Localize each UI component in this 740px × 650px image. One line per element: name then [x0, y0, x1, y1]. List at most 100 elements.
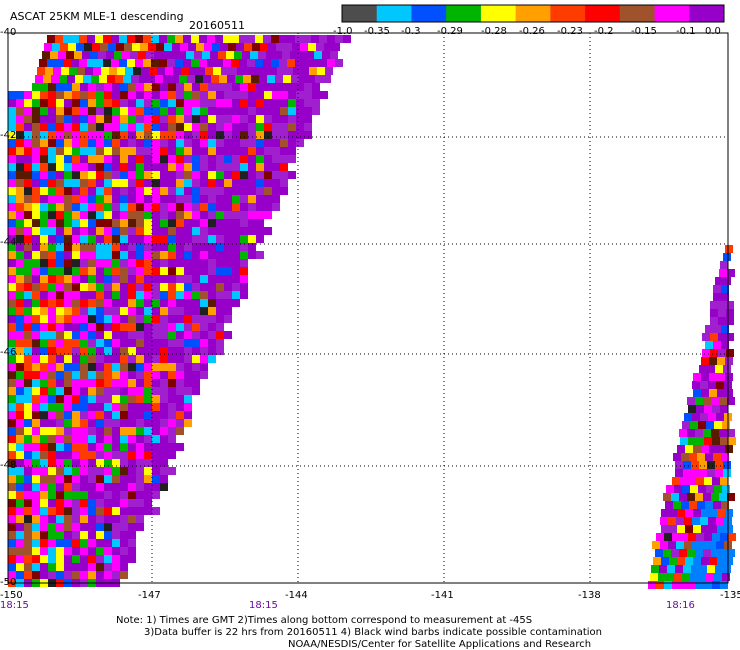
swath-cell: [684, 413, 692, 421]
swath-cell: [64, 171, 72, 179]
swath-cell: [184, 379, 192, 387]
swath-cell: [112, 547, 120, 555]
swath-cell: [104, 307, 112, 315]
swath-cell: [184, 291, 192, 299]
colorbar-border: [341, 4, 725, 23]
swath-cell: [216, 219, 224, 227]
swath-cell: [120, 347, 128, 355]
swath-cell: [120, 523, 128, 531]
swath-cell: [16, 307, 24, 315]
swath-cell: [88, 147, 96, 155]
swath-cell: [256, 83, 264, 91]
swath-cell: [673, 501, 681, 509]
swath-cell: [719, 397, 727, 405]
swath-cell: [168, 155, 176, 163]
swath-cell: [676, 541, 684, 549]
swath-cell: [136, 499, 144, 507]
swath-cell: [96, 83, 104, 91]
swath-cell: [138, 51, 146, 59]
swath-cell: [72, 435, 80, 443]
swath-cell: [261, 67, 269, 75]
swath-cell: [64, 563, 72, 571]
swath-cell: [88, 139, 96, 147]
swath-cell: [192, 187, 200, 195]
swath-cell: [231, 35, 239, 43]
swath-cell: [272, 139, 280, 147]
swath-cell: [216, 163, 224, 171]
swath-cell: [120, 339, 128, 347]
swath-cell: [200, 363, 208, 371]
swath-cell: [32, 147, 40, 155]
swath-cell: [192, 155, 200, 163]
swath-cell: [128, 211, 136, 219]
swath-cell: [112, 523, 120, 531]
swath-cell: [721, 293, 729, 301]
swath-cell: [64, 211, 72, 219]
swath-cell: [63, 35, 71, 43]
swath-cell: [127, 35, 135, 43]
swath-cell: [192, 107, 200, 115]
swath-cell: [184, 403, 192, 411]
swath-cell: [104, 259, 112, 267]
swath-cell: [152, 83, 160, 91]
swath-cell: [64, 555, 72, 563]
swath-cell: [208, 251, 216, 259]
swath-cell: [24, 451, 32, 459]
swath-cell: [216, 283, 224, 291]
swath-cell: [88, 123, 96, 131]
swath-cell: [56, 235, 64, 243]
swath-cell: [128, 147, 136, 155]
swath-cell: [701, 509, 709, 517]
swath-cell: [56, 531, 64, 539]
swath-cell: [723, 469, 731, 477]
swath-cell: [74, 51, 82, 59]
swath-cell: [80, 219, 88, 227]
swath-cell: [112, 323, 120, 331]
swath-cell: [136, 323, 144, 331]
swath-cell: [152, 419, 160, 427]
swath-cell: [168, 307, 176, 315]
swath-cell: [64, 355, 72, 363]
swath-cell: [224, 219, 232, 227]
swath-cell: [72, 107, 80, 115]
swath-cell: [56, 539, 64, 547]
swath-cell: [24, 251, 32, 259]
swath-cell: [709, 525, 717, 533]
swath-cell: [64, 91, 72, 99]
swath-cell: [717, 509, 725, 517]
swath-cell: [680, 533, 688, 541]
swath-cell: [184, 419, 192, 427]
swath-cell: [152, 331, 160, 339]
swath-cell: [160, 227, 168, 235]
swath-cell: [64, 331, 72, 339]
swath-cell: [216, 275, 224, 283]
swath-cell: [64, 379, 72, 387]
swath-cell: [48, 347, 56, 355]
swath-cell: [48, 507, 56, 515]
swath-cell: [144, 243, 152, 251]
swath-cell: [32, 267, 40, 275]
swath-cell: [200, 211, 208, 219]
swath-cell: [248, 99, 256, 107]
time-label: 18:15: [0, 600, 29, 611]
swath-cell: [240, 219, 248, 227]
swath-cell: [48, 115, 56, 123]
swath-cell: [136, 515, 144, 523]
swath-cell: [256, 171, 264, 179]
lat-label: -46: [0, 347, 17, 358]
swath-cell: [160, 419, 168, 427]
swath-cell: [48, 211, 56, 219]
swath-cell: [96, 267, 104, 275]
swath-cell: [80, 171, 88, 179]
swath-cell: [112, 539, 120, 547]
swath-cell: [151, 59, 159, 67]
swath-cell: [80, 203, 88, 211]
swath-cell: [664, 581, 672, 589]
swath-cell: [240, 227, 248, 235]
swath-cell: [152, 443, 160, 451]
swath-cell: [690, 421, 698, 429]
swath-cell: [16, 299, 24, 307]
swath-cell: [216, 123, 224, 131]
swath-cell: [128, 315, 136, 323]
swath-cell: [164, 43, 172, 51]
